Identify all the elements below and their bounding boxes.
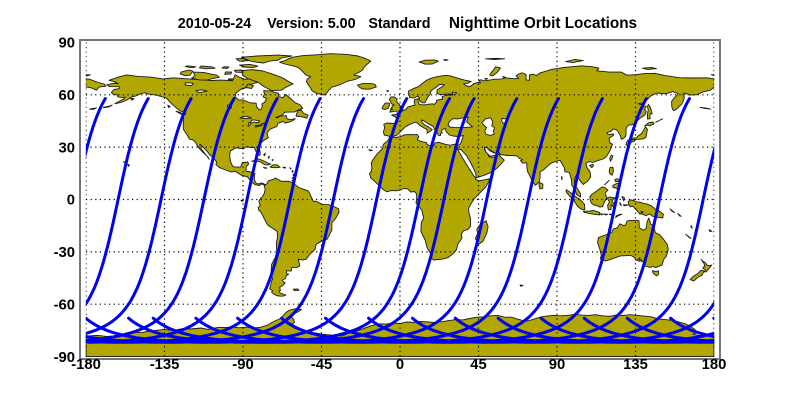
svg-text:2010-05-24 Version: 5.00: 2010-05-24 Version: 5.00	[178, 16, 356, 32]
svg-text:60: 60	[59, 88, 75, 104]
svg-text:Standard: Standard	[368, 16, 430, 32]
svg-text:90: 90	[549, 357, 565, 373]
svg-text:30: 30	[59, 140, 75, 156]
svg-text:-45: -45	[311, 357, 332, 373]
svg-text:-60: -60	[54, 297, 75, 313]
svg-text:135: 135	[623, 357, 648, 373]
svg-text:45: 45	[470, 357, 486, 373]
svg-text:-135: -135	[150, 357, 180, 373]
svg-text:90: 90	[59, 36, 75, 52]
svg-text:0: 0	[67, 193, 75, 209]
svg-text:Nighttime Orbit Locations: Nighttime Orbit Locations	[449, 15, 637, 32]
svg-text:-180: -180	[71, 357, 101, 373]
svg-text:180: 180	[702, 357, 727, 373]
svg-text:-90: -90	[232, 357, 253, 373]
svg-text:-90: -90	[54, 350, 75, 366]
svg-text:0: 0	[396, 357, 404, 373]
svg-text:-30: -30	[54, 245, 75, 261]
